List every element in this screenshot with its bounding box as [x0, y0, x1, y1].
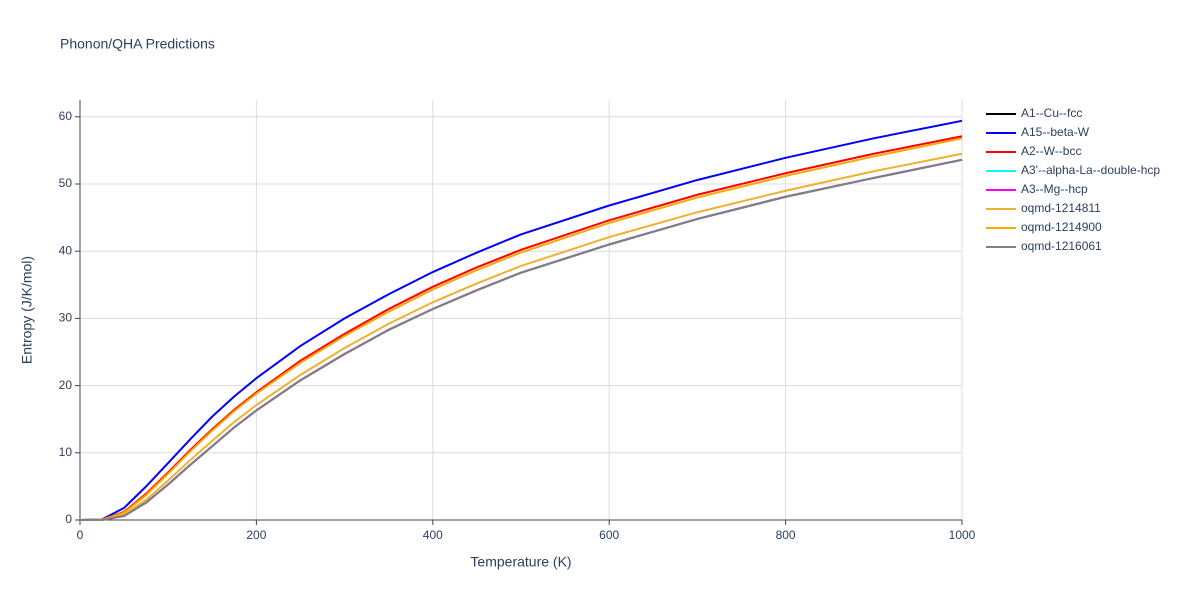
series-line	[79, 158, 963, 521]
y-tick-label: 40	[59, 243, 73, 257]
x-tick-label: 200	[246, 528, 266, 542]
y-tick-label: 50	[59, 176, 73, 190]
x-tick-label: 800	[776, 528, 796, 542]
legend-label: oqmd-1214900	[1021, 220, 1102, 234]
y-tick-label: 30	[59, 311, 73, 325]
series-line	[79, 152, 963, 521]
series-line	[79, 158, 963, 521]
series-line	[79, 119, 963, 521]
series-line	[79, 158, 963, 521]
legend-label: oqmd-1214811	[1021, 201, 1101, 215]
series-line	[79, 158, 963, 521]
legend-label: A1--Cu--fcc	[1021, 106, 1082, 120]
chart-title: Phonon/QHA Predictions	[60, 36, 215, 52]
legend-label: A3'--alpha-La--double-hcp	[1021, 163, 1160, 177]
y-tick-label: 20	[59, 378, 73, 392]
x-tick-label: 1000	[949, 528, 976, 542]
x-tick-label: 0	[77, 528, 84, 542]
y-tick-label: 0	[65, 512, 72, 526]
y-axis-title: Entropy (J/K/mol)	[19, 256, 35, 364]
legend-label: A15--beta-W	[1021, 125, 1090, 139]
y-tick-label: 10	[59, 445, 73, 459]
x-axis-title: Temperature (K)	[470, 554, 571, 570]
legend-label: oqmd-1216061	[1021, 239, 1102, 253]
x-tick-label: 400	[423, 528, 443, 542]
x-tick-label: 600	[599, 528, 619, 542]
series-line	[79, 137, 963, 521]
legend-label: A2--W--bcc	[1021, 144, 1081, 158]
legend-label: A3--Mg--hcp	[1021, 182, 1088, 196]
series-line	[79, 135, 963, 521]
y-tick-label: 60	[59, 109, 73, 123]
